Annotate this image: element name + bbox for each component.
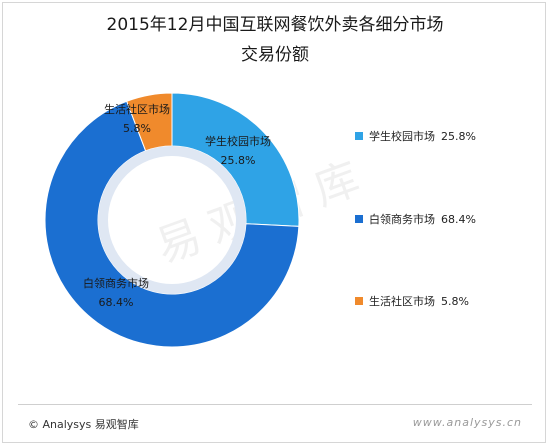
label-campus-name: 学生校园市场 <box>205 134 271 148</box>
legend-value-campus: 25.8% <box>441 129 476 143</box>
footer-site: www.analysys.cn <box>412 416 522 429</box>
footer-divider <box>18 404 532 405</box>
legend-value-business: 68.4% <box>441 212 476 226</box>
legend-swatch-campus <box>355 132 363 140</box>
chart-title-line2: 交易份额 <box>241 45 309 65</box>
footer-copyright: © Analysys 易观智库 <box>28 418 139 431</box>
donut-inner-ring <box>98 146 246 294</box>
label-community-value: 5.8% <box>123 122 151 135</box>
chart-title-line1: 2015年12月中国互联网餐饮外卖各细分市场 <box>106 15 444 35</box>
legend-item-business: 白领商务市场 68.4% <box>355 211 476 227</box>
label-campus-value: 25.8% <box>221 154 256 167</box>
label-business-name: 白领商务市场 <box>83 276 149 290</box>
chart-frame <box>2 2 546 443</box>
legend-item-campus: 学生校园市场 25.8% <box>355 128 476 144</box>
legend-value-community: 5.8% <box>441 294 469 308</box>
legend-item-community: 生活社区市场 5.8% <box>355 293 469 309</box>
label-business-value: 68.4% <box>99 296 134 309</box>
legend-swatch-community <box>355 297 363 305</box>
legend-label-community: 生活社区市场 <box>369 295 435 308</box>
legend-label-campus: 学生校园市场 <box>369 130 435 143</box>
legend-swatch-business <box>355 215 363 223</box>
label-community-name: 生活社区市场 <box>104 102 170 116</box>
legend-label-business: 白领商务市场 <box>369 213 435 226</box>
